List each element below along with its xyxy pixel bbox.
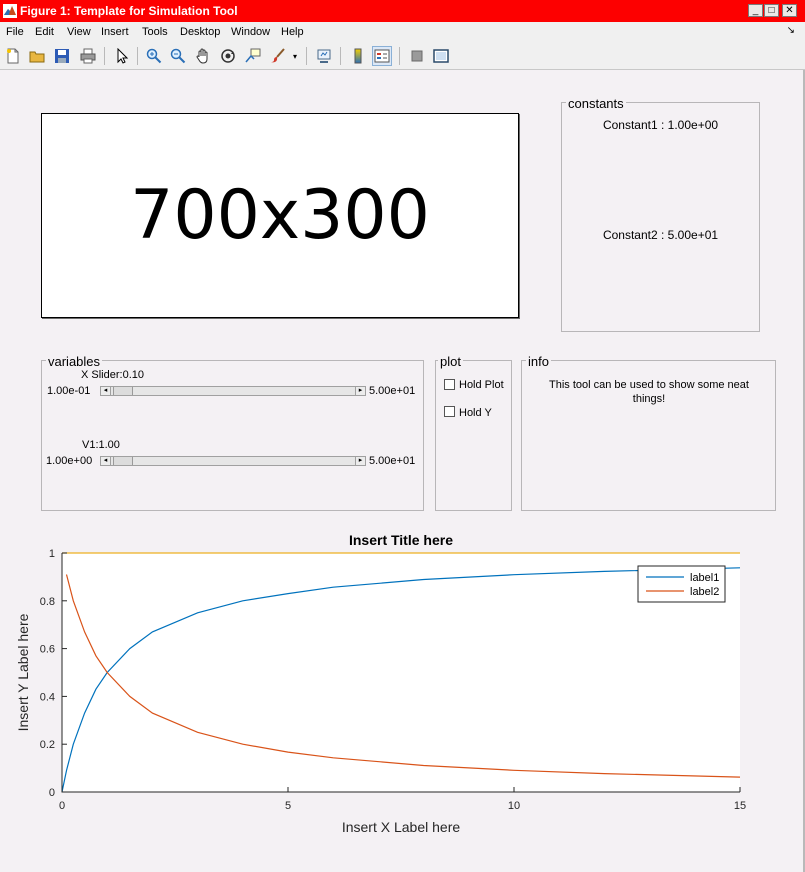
series-line-label2 — [65, 574, 741, 778]
x-slider-label: X Slider:0.10 — [81, 369, 144, 381]
x-tick-label: 0 — [59, 800, 65, 812]
dock-figure-icon[interactable]: ↘ — [786, 25, 795, 36]
save-icon[interactable] — [52, 46, 72, 66]
line-chart[interactable]: 0 5 10 15 0 0.2 0.4 0.6 0.8 1 Insert Title here I… — [0, 525, 805, 845]
constant2-text: Constant2 : 5.00e+01 — [602, 228, 719, 242]
menu-desktop[interactable]: Desktop — [180, 26, 221, 38]
x-tick-label: 5 — [285, 800, 291, 812]
toolbar-separator — [340, 47, 341, 65]
plot-panel-title: plot — [438, 354, 463, 369]
brush-dropdown-icon[interactable]: ▾ — [292, 51, 297, 61]
series-line-label1 — [61, 567, 741, 793]
menu-window[interactable]: Window — [231, 26, 271, 38]
x-slider-right-arrow[interactable]: ▸ — [355, 387, 365, 395]
brush-icon[interactable] — [268, 46, 288, 66]
close-button[interactable]: ✕ — [782, 4, 797, 17]
placeholder-text: 700x300 — [130, 176, 430, 255]
v1-slider-label: V1:1.00 — [82, 439, 120, 451]
print-icon[interactable] — [78, 46, 98, 66]
info-panel — [521, 360, 776, 511]
x-tick-label: 10 — [508, 800, 520, 812]
variables-panel — [41, 360, 424, 511]
plot-area — [62, 553, 740, 792]
edit-plot-arrow-icon[interactable] — [112, 46, 132, 66]
v1-slider-thumb[interactable] — [113, 457, 133, 465]
toolbar-separator — [104, 47, 105, 65]
pan-hand-icon[interactable] — [193, 46, 213, 66]
chart-title: Insert Title here — [349, 532, 453, 548]
y-tick-label: 0.2 — [40, 739, 55, 751]
toolbar-separator — [306, 47, 307, 65]
x-slider[interactable]: ◂ ▸ — [100, 386, 366, 396]
zoom-out-icon[interactable] — [168, 46, 188, 66]
legend-label-label2: label2 — [690, 586, 719, 598]
x-slider-left-arrow[interactable]: ◂ — [101, 387, 111, 395]
y-tick-label: 0.4 — [40, 691, 55, 703]
rotate-3d-icon[interactable] — [218, 46, 238, 66]
legend[interactable]: label1 label2 — [637, 565, 726, 603]
v1-slider-min-label: 1.00e+00 — [46, 455, 93, 467]
info-text: This tool can be used to show some neat … — [549, 379, 749, 405]
legend-label-label1: label1 — [690, 572, 719, 584]
y-tick-label: 1 — [49, 548, 55, 560]
hold-y-checkbox[interactable] — [444, 406, 455, 417]
window-right-border — [803, 70, 805, 872]
hold-plot-checkbox[interactable] — [444, 379, 455, 390]
x-slider-thumb[interactable] — [113, 387, 133, 395]
hold-y-label[interactable]: Hold Y — [459, 407, 492, 419]
v1-slider-max-label: 5.00e+01 — [369, 455, 416, 467]
menu-view[interactable]: View — [67, 26, 91, 38]
menu-help[interactable]: Help — [281, 26, 304, 38]
x-slider-max-label: 5.00e+01 — [369, 385, 416, 397]
v1-slider[interactable]: ◂ ▸ — [100, 456, 366, 466]
menu-edit[interactable]: Edit — [35, 26, 54, 38]
menu-tools[interactable]: Tools — [142, 26, 168, 38]
y-tick-label: 0.8 — [40, 596, 55, 608]
maximize-button[interactable]: □ — [764, 4, 779, 17]
zoom-in-icon[interactable] — [144, 46, 164, 66]
y-tick-label: 0 — [49, 787, 55, 799]
data-cursor-icon[interactable] — [243, 46, 263, 66]
hold-plot-label[interactable]: Hold Plot — [459, 379, 504, 391]
toolbar: ▾ — [0, 42, 805, 70]
image-placeholder: 700x300 — [41, 113, 519, 318]
window-title-bar: Figure 1: Template for Simulation Tool _… — [0, 0, 805, 22]
minimize-button[interactable]: _ — [748, 4, 763, 17]
x-slider-min-label: 1.00e-01 — [47, 385, 91, 397]
menu-file[interactable]: File — [6, 26, 24, 38]
info-panel-title: info — [526, 354, 551, 369]
link-plot-icon[interactable] — [314, 46, 334, 66]
hide-plot-tools-icon[interactable] — [407, 46, 427, 66]
x-axis-label: Insert X Label here — [342, 819, 461, 835]
series-layer — [61, 552, 741, 793]
menu-bar: File Edit Insert Tools Desktop Window He… — [0, 22, 805, 42]
constant1-text: Constant1 : 1.00e+00 — [602, 118, 719, 132]
constants-panel-title: constants — [566, 96, 626, 111]
ticks-layer: 0 5 10 15 0 0.2 0.4 0.6 0.8 1 — [40, 548, 746, 812]
open-icon[interactable] — [27, 46, 47, 66]
legend-box — [637, 565, 726, 603]
variables-panel-title: variables — [46, 354, 103, 369]
v1-slider-left-arrow[interactable]: ◂ — [101, 457, 111, 465]
matlab-app-icon — [3, 4, 17, 18]
menu-insert[interactable]: Insert — [101, 26, 129, 38]
new-figure-icon[interactable] — [3, 46, 23, 66]
toolbar-separator — [137, 47, 138, 65]
y-axis-label: Insert Y Label here — [15, 613, 31, 731]
y-tick-label: 0.6 — [40, 644, 55, 656]
x-tick-label: 15 — [734, 800, 746, 812]
insert-colorbar-icon[interactable] — [348, 46, 368, 66]
insert-legend-icon[interactable] — [372, 46, 392, 66]
toolbar-separator — [399, 47, 400, 65]
v1-slider-right-arrow[interactable]: ▸ — [355, 457, 365, 465]
show-plot-tools-icon[interactable] — [431, 46, 451, 66]
constants-panel — [561, 102, 760, 332]
window-title: Figure 1: Template for Simulation Tool — [20, 4, 238, 18]
plot-panel — [435, 360, 512, 511]
